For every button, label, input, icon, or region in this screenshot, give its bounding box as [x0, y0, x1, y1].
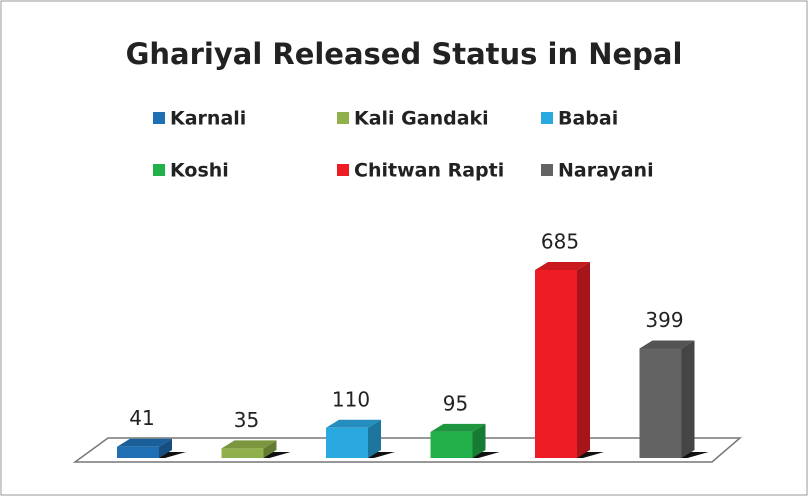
legend-label: Koshi — [170, 160, 229, 182]
legend-label: Kali Gandaki — [354, 108, 489, 130]
legend-label: Chitwan Rapti — [354, 160, 504, 182]
data-label: 95 — [443, 391, 468, 415]
bar-top — [430, 423, 486, 432]
bar-side — [681, 340, 695, 458]
legend-swatch — [337, 164, 349, 176]
bar-side — [263, 440, 277, 458]
data-label: 41 — [129, 406, 154, 430]
legend-swatch — [153, 112, 165, 124]
bar — [117, 446, 159, 458]
data-label: 399 — [645, 308, 683, 332]
bar-side — [472, 423, 486, 458]
legend-label: Narayani — [558, 160, 654, 182]
data-label: 110 — [332, 387, 370, 411]
legend-swatch — [337, 112, 349, 124]
legend-label: Babai — [558, 108, 618, 130]
legend-swatch — [541, 112, 553, 124]
bar-side — [368, 419, 381, 458]
data-label: 35 — [234, 408, 259, 432]
legend-label: Karnali — [170, 108, 246, 130]
bar — [221, 448, 264, 458]
bar-side — [159, 438, 172, 458]
bar — [639, 348, 682, 458]
bar — [535, 270, 577, 458]
bar-top — [326, 419, 381, 428]
bar-top — [639, 340, 695, 349]
legend-swatch — [153, 164, 165, 176]
bar-top — [117, 438, 172, 447]
bar-top — [535, 262, 590, 270]
bar-side — [577, 262, 590, 458]
legend-swatch — [541, 164, 553, 176]
bar-top — [221, 440, 277, 449]
bar — [326, 427, 368, 458]
data-label: 685 — [541, 230, 579, 254]
chart-title: Ghariyal Released Status in Nepal — [126, 37, 683, 71]
bar — [430, 431, 473, 458]
